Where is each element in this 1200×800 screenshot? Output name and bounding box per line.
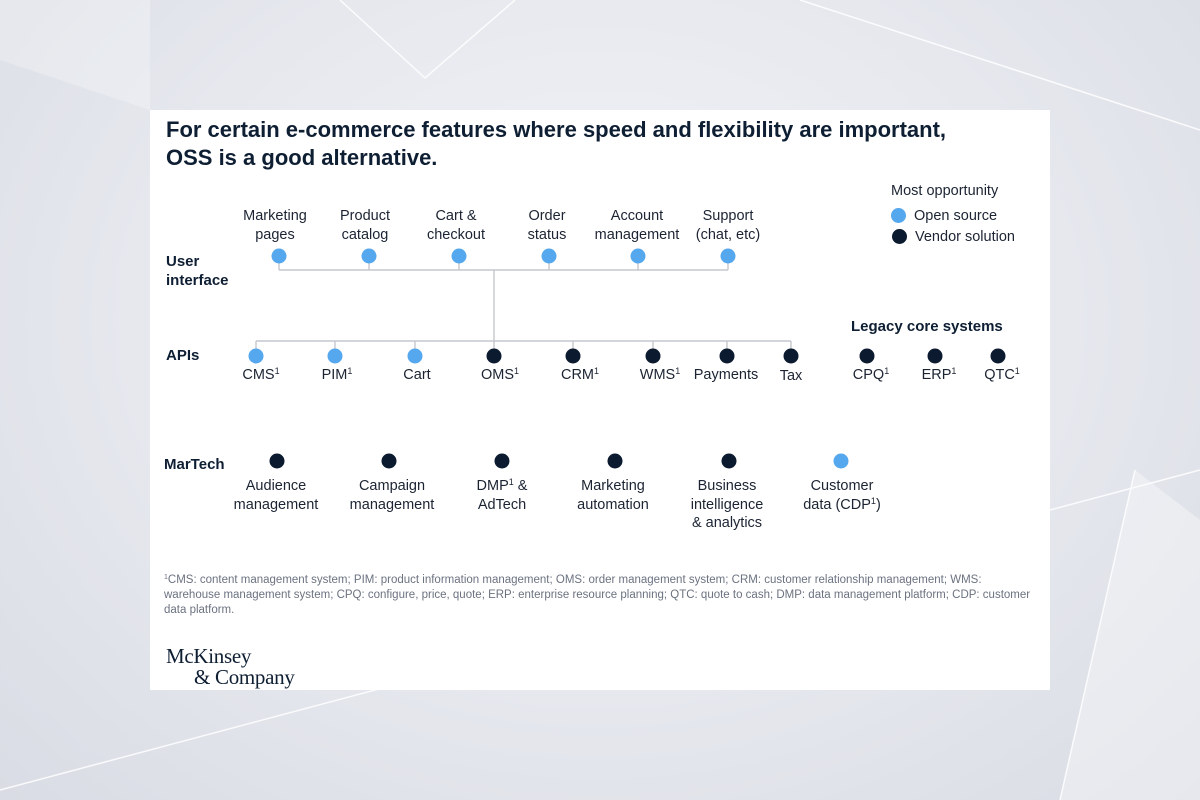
martech-dot-5 (833, 453, 849, 469)
legend-item-vendor-solution: Vendor solution (892, 228, 1015, 246)
api-item-pim: PIM1 (321, 366, 353, 384)
api-dot-0 (248, 348, 264, 364)
api-dot-4 (565, 348, 581, 364)
martech-dot-2 (494, 453, 510, 469)
api-item-cart: Cart (403, 367, 431, 383)
vendor-solution-dot-icon (892, 229, 907, 244)
legacy-dot-0 (859, 348, 875, 364)
mckinsey-logo: McKinsey & Company (166, 644, 295, 689)
ui-dot-5 (720, 248, 736, 264)
ui-item-order-status: Order status (527, 208, 567, 243)
ui-item-marketing-pages: Marketing pages (243, 208, 307, 243)
martech-dot-3 (607, 453, 623, 469)
ui-item-product-catalog: Product catalog (340, 208, 390, 243)
martech-dot-1 (381, 453, 397, 469)
ui-dot-4 (630, 248, 646, 264)
architecture-diagram (248, 248, 1006, 469)
infographic-card: For certain e-commerce features where sp… (150, 110, 1050, 690)
api-item-tax: Tax (779, 368, 803, 384)
legend-title: Most opportunity (891, 183, 999, 199)
api-dot-7 (783, 348, 799, 364)
martech-item-campaign-management: Campaign management (349, 478, 435, 513)
legacy-item-erp: ERP1 (921, 366, 957, 384)
martech-item-marketing-automation: Marketing automation (577, 478, 649, 513)
api-dot-5 (645, 348, 661, 364)
api-item-payments: Payments (693, 367, 759, 383)
api-dot-6 (719, 348, 735, 364)
legacy-dot-1 (927, 348, 943, 364)
row-label-user-interface: User interface (166, 253, 229, 289)
ui-dot-0 (271, 248, 287, 264)
api-dot-1 (327, 348, 343, 364)
martech-dot-0 (269, 453, 285, 469)
ui-item-cart-checkout: Cart & checkout (426, 208, 486, 243)
legend-item-open-source: Open source (891, 207, 997, 225)
ui-item-support: Support (chat, etc) (695, 208, 761, 243)
legacy-item-cpq: CPQ1 (852, 366, 890, 384)
ui-dot-1 (361, 248, 377, 264)
ui-dot-3 (541, 248, 557, 264)
legacy-dot-2 (990, 348, 1006, 364)
api-item-cms: CMS1 (242, 366, 280, 384)
api-item-crm: CRM1 (560, 366, 600, 384)
api-dot-2 (407, 348, 423, 364)
api-dot-3 (486, 348, 502, 364)
legacy-systems-title: Legacy core systems (851, 318, 1003, 335)
martech-item-business-intelligence: Business intelligence & analytics (690, 478, 764, 531)
api-item-wms: WMS1 (639, 366, 681, 384)
martech-dot-4 (721, 453, 737, 469)
api-item-oms: OMS1 (480, 366, 520, 384)
martech-item-customer-data: Customer data (CDP1) (803, 478, 881, 513)
row-label-apis: APIs (166, 347, 200, 364)
open-source-dot-icon (891, 208, 906, 223)
row-label-martech: MarTech (164, 456, 225, 473)
page-title: For certain e-commerce features where sp… (166, 117, 947, 170)
legacy-item-qtc: QTC1 (984, 366, 1020, 384)
footnote: 1CMS: content management system; PIM: pr… (164, 574, 1031, 616)
ui-item-account-management: Account management (594, 208, 680, 243)
ui-dot-2 (451, 248, 467, 264)
martech-item-audience-management: Audience management (233, 478, 319, 513)
martech-item-dmp-adtech: DMP1 & AdTech (476, 477, 528, 513)
